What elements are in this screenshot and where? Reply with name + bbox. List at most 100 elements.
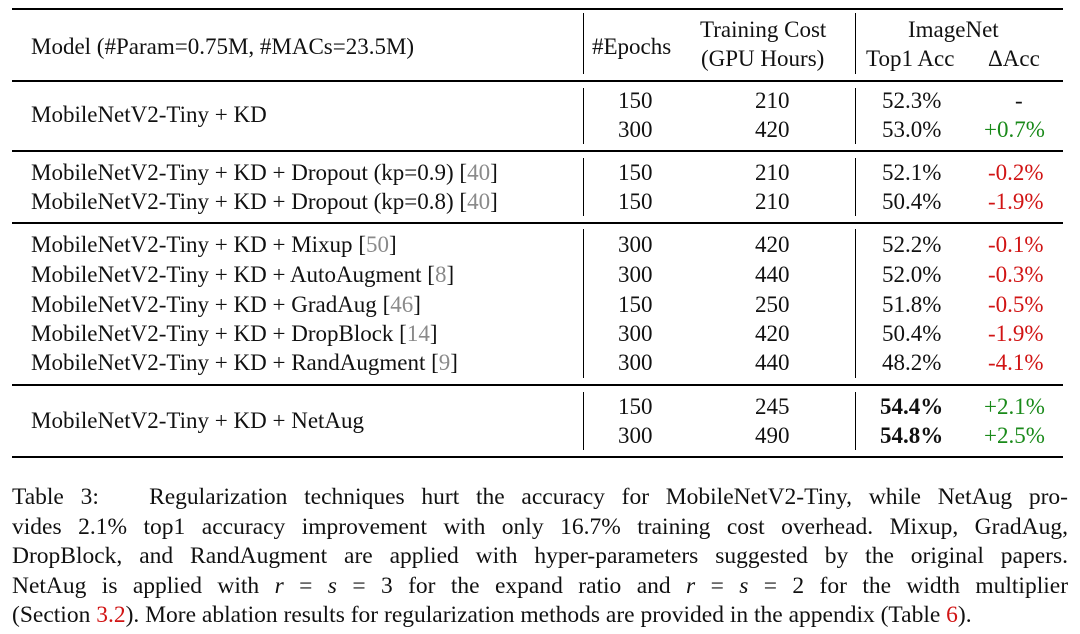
caption-line: (Section 3.2). More ablation results for… — [12, 601, 1068, 631]
math-var: r — [686, 572, 696, 599]
model-name: MobileNetV2-Tiny + KD + Dropout (kp=0.9) — [31, 160, 454, 185]
group1-vrule-right — [855, 88, 856, 144]
cell-top1: 51.8% — [882, 292, 942, 317]
group4-vrule-left — [583, 392, 584, 450]
cell-cost: 210 — [755, 160, 790, 185]
cell-delta: -0.5% — [988, 292, 1044, 317]
cell-epochs: 150 — [618, 394, 653, 419]
caption-text: ). More ablation results for regularizat… — [125, 602, 941, 628]
caption-line: Table 3: Regularization techniques hurt … — [12, 483, 1068, 513]
model-name: MobileNetV2-Tiny + KD + Mixup — [31, 232, 353, 257]
cell-cost: 440 — [755, 350, 790, 375]
row-model-label: MobileNetV2-Tiny + KD + AutoAugment [8] — [31, 262, 455, 287]
cell-cost: 210 — [755, 189, 790, 214]
math-var: s — [327, 572, 337, 599]
caption-label: Table 3: — [12, 484, 99, 510]
header-model: Model (#Param=0.75M, #MACs=23.5M) — [31, 34, 415, 59]
cell-delta: - — [1015, 88, 1023, 113]
caption-line: NetAug is applied with r = s = 3 for the… — [12, 572, 1068, 602]
table-bottom-rule — [12, 456, 1063, 458]
citation-ref[interactable]: 40 — [467, 189, 491, 214]
header-epochs: #Epochs — [592, 34, 672, 59]
section-link[interactable]: 3.2 — [96, 602, 126, 628]
citation-ref[interactable]: 46 — [390, 292, 414, 317]
caption-line: vides 2.1% top1 accuracy improvement wit… — [12, 513, 1068, 540]
caption-line: DropBlock, and RandAugment are applied w… — [12, 543, 1068, 569]
citation-ref[interactable]: 9 — [438, 350, 451, 375]
cell-top1: 52.0% — [882, 262, 942, 287]
citation-ref[interactable]: 50 — [365, 232, 389, 257]
cell-epochs: 300 — [618, 262, 653, 287]
cell-cost: 210 — [755, 88, 790, 113]
cell-epochs: 300 — [618, 321, 653, 346]
header-vrule-left — [583, 13, 584, 74]
header-top1: Top1 Acc — [866, 46, 955, 71]
row-model-label: MobileNetV2-Tiny + KD — [31, 102, 267, 127]
citation-ref[interactable]: 8 — [434, 262, 447, 287]
table-top-rule — [12, 8, 1063, 10]
cell-top1-best: 54.8% — [880, 423, 944, 448]
cell-top1: 52.3% — [882, 88, 942, 113]
math-var: r — [274, 572, 284, 599]
cell-delta: -0.2% — [988, 160, 1044, 185]
group-rule-2 — [12, 222, 1063, 224]
cell-cost: 250 — [755, 292, 790, 317]
cell-cost: 490 — [755, 423, 790, 448]
cell-cost: 420 — [755, 321, 790, 346]
cell-delta: -4.1% — [988, 350, 1044, 375]
group3-vrule-right — [855, 229, 856, 378]
math-op: = 2 — [763, 572, 805, 599]
row-model-label: MobileNetV2-Tiny + KD + Dropout (kp=0.9)… — [31, 160, 498, 185]
cell-top1-best: 54.4% — [880, 394, 944, 419]
model-name: MobileNetV2-Tiny + KD + Dropout (kp=0.8) — [31, 189, 454, 214]
row-model-label: MobileNetV2-Tiny + KD + RandAugment [9] — [31, 350, 458, 375]
model-name: MobileNetV2-Tiny + KD + DropBlock — [31, 321, 394, 346]
math-op: = — [299, 572, 313, 599]
citation-ref[interactable]: 40 — [467, 160, 491, 185]
header-imagenet: ImageNet — [908, 17, 999, 42]
group-rule-3 — [12, 384, 1063, 386]
cell-delta: -0.3% — [988, 262, 1044, 287]
header-cost-line2: (GPU Hours) — [701, 46, 825, 71]
cell-epochs: 300 — [618, 423, 653, 448]
cell-top1: 50.4% — [882, 321, 942, 346]
caption-text: for the expand ratio and — [408, 572, 671, 599]
cell-delta: +2.5% — [984, 423, 1045, 448]
cell-top1: 52.1% — [882, 160, 942, 185]
cell-top1: 50.4% — [882, 189, 942, 214]
group2-vrule-left — [583, 158, 584, 216]
header-vrule-right — [855, 13, 856, 74]
caption-text: for the width multiplier — [819, 572, 1069, 599]
cell-cost: 440 — [755, 262, 790, 287]
math-op: = — [710, 572, 724, 599]
row-model-label: MobileNetV2-Tiny + KD + NetAug — [31, 408, 365, 433]
cell-cost: 420 — [755, 232, 790, 257]
table-caption: Table 3: Regularization techniques hurt … — [12, 483, 1068, 631]
citation-ref[interactable]: 14 — [406, 321, 430, 346]
cell-top1: 52.2% — [882, 232, 942, 257]
cell-delta: -1.9% — [988, 321, 1044, 346]
table-link[interactable]: 6 — [946, 602, 958, 628]
group1-vrule-left — [583, 88, 584, 144]
cell-cost: 420 — [755, 117, 790, 142]
math-op: = 3 — [352, 572, 393, 599]
model-name: MobileNetV2-Tiny + KD + AutoAugment — [31, 262, 422, 287]
cell-top1: 53.0% — [882, 117, 942, 142]
group3-vrule-left — [583, 229, 584, 378]
cell-delta: -1.9% — [988, 189, 1044, 214]
group2-vrule-right — [855, 158, 856, 216]
cell-epochs: 150 — [618, 292, 653, 317]
cell-epochs: 150 — [618, 160, 653, 185]
row-model-label: MobileNetV2-Tiny + KD + GradAug [46] — [31, 292, 421, 317]
group4-vrule-right — [855, 392, 856, 450]
cell-epochs: 300 — [618, 117, 653, 142]
caption-text: NetAug is applied with — [12, 572, 260, 599]
cell-epochs: 150 — [618, 88, 653, 113]
math-var: s — [739, 572, 749, 599]
cell-epochs: 150 — [618, 189, 653, 214]
model-name: MobileNetV2-Tiny + KD + RandAugment — [31, 350, 426, 375]
cell-delta: -0.1% — [988, 232, 1044, 257]
row-model-label: MobileNetV2-Tiny + KD + Mixup [50] — [31, 232, 397, 257]
cell-top1: 48.2% — [882, 350, 942, 375]
cell-delta: +2.1% — [984, 394, 1045, 419]
